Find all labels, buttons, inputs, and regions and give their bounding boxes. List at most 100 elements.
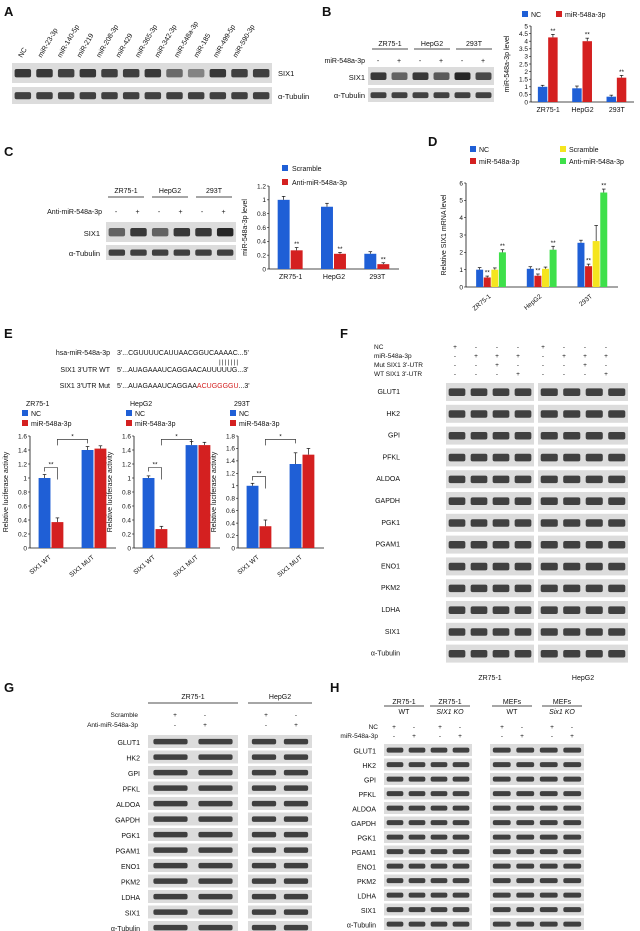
- blot-band: [386, 907, 404, 913]
- blot-band: [540, 519, 558, 527]
- blot-band: [144, 69, 162, 78]
- blot-band: [492, 584, 510, 593]
- blot-band: [153, 862, 188, 869]
- blot-G-right: [248, 781, 312, 795]
- sign-F: -: [584, 371, 586, 378]
- blot-H-right: [490, 845, 584, 858]
- blot-band: [492, 519, 510, 527]
- blot-band: [153, 816, 188, 822]
- y-tick-label: 1: [231, 483, 235, 490]
- blot-band: [540, 584, 558, 593]
- row-label-G: LDHA: [121, 895, 140, 902]
- blot-band: [448, 475, 466, 484]
- blot-band: [391, 92, 408, 99]
- blot-F-right: [538, 448, 628, 467]
- blot-band: [122, 69, 140, 78]
- blot-band: [283, 862, 309, 869]
- y-tick-label: 3.5: [519, 46, 528, 53]
- blot-band: [198, 909, 233, 915]
- sign-H: -: [413, 724, 415, 731]
- group-label-H: Six1 KO: [549, 709, 575, 716]
- blot-band: [492, 834, 511, 840]
- blot-band: [608, 606, 626, 614]
- sign-F: -: [563, 362, 565, 369]
- legend-label: NC: [239, 411, 249, 418]
- blot-band: [195, 228, 212, 237]
- cond-label-C: Anti-miR-548a-3p: [47, 209, 102, 216]
- y-tick-label: 2.5: [519, 61, 528, 68]
- blot-F-right: [538, 404, 628, 423]
- blot-band: [492, 475, 510, 484]
- blot-band: [514, 562, 532, 571]
- group-label-G: HepG2: [269, 694, 291, 701]
- significance-mark: **: [535, 268, 541, 275]
- bar: [38, 478, 51, 548]
- y-axis-label: miR-548a-3p level: [504, 35, 511, 92]
- blot-band: [585, 388, 603, 396]
- legend-swatch: [560, 158, 566, 164]
- blot-band: [454, 92, 471, 99]
- blot-band: [492, 650, 510, 658]
- sig-bracket: [265, 439, 296, 446]
- significance-mark: **: [550, 28, 556, 35]
- blot-band: [430, 820, 448, 826]
- blot-H-right: [490, 889, 584, 901]
- blot-band: [492, 820, 511, 826]
- blot-band: [386, 762, 404, 768]
- blot-band: [539, 805, 558, 811]
- blot-band: [585, 606, 603, 614]
- blot-band: [492, 497, 510, 505]
- x-tick-label: 293T: [609, 107, 626, 114]
- bar-chart-E3: 0 0.2 0.4 0.6 0.8 1 1.2 1.4 1.6 1.8 Relative lucif…: [211, 433, 324, 579]
- blot-band: [516, 921, 535, 927]
- blot-band: [386, 863, 404, 869]
- bar: [81, 450, 94, 548]
- blot-band: [408, 776, 426, 782]
- blot-band: [540, 453, 558, 462]
- blot-band: [563, 497, 581, 505]
- blot-band: [563, 747, 582, 753]
- blot-band: [430, 863, 448, 869]
- bar: [377, 264, 390, 269]
- y-tick-label: 1.2: [122, 461, 131, 468]
- y-tick-label: 5: [459, 198, 463, 205]
- group-label-H: SIX1 KO: [436, 709, 464, 716]
- blot-band: [516, 878, 535, 884]
- blot-band: [563, 519, 581, 527]
- y-tick-label: 1: [23, 475, 27, 482]
- blot-band: [514, 541, 532, 549]
- y-tick-label: 1.6: [226, 446, 235, 453]
- blot-band: [585, 519, 603, 527]
- x-tick-label: SIX1 WT: [236, 554, 260, 576]
- blot-band: [130, 249, 147, 256]
- y-tick-label: 0.4: [226, 520, 235, 527]
- group-label-B: HepG2: [421, 41, 443, 48]
- blot-F-right: [538, 383, 628, 401]
- y-tick-label: 4: [459, 215, 463, 222]
- sign-H: +: [570, 733, 574, 740]
- blot-band: [198, 847, 233, 853]
- group-label-H: ZR75-1: [438, 699, 461, 706]
- y-axis-label: Relative luciferase activity: [107, 451, 114, 532]
- bar: [582, 41, 592, 102]
- sign-F: -: [605, 362, 607, 369]
- blot-H-left: [384, 845, 472, 858]
- group-label-H: WT: [399, 709, 411, 716]
- y-tick-label: 0: [231, 545, 235, 552]
- row-label-F: GPI: [388, 433, 400, 440]
- blot-band: [539, 849, 558, 855]
- legend-label: Anti-miR-548a-3p: [569, 159, 624, 166]
- blot-G-right: [248, 890, 312, 903]
- row-label-H: α-Tubulin: [347, 923, 376, 930]
- legend-label: Scramble: [569, 147, 599, 154]
- blot-band: [283, 769, 309, 776]
- row-label-G: PKM2: [121, 880, 140, 887]
- blot-band: [231, 69, 248, 78]
- significance-mark: **: [601, 183, 607, 190]
- blot-band: [492, 878, 511, 884]
- blot-band: [514, 432, 532, 440]
- blot-band: [408, 762, 426, 768]
- sign-F: -: [496, 344, 498, 351]
- blot-band: [153, 878, 188, 884]
